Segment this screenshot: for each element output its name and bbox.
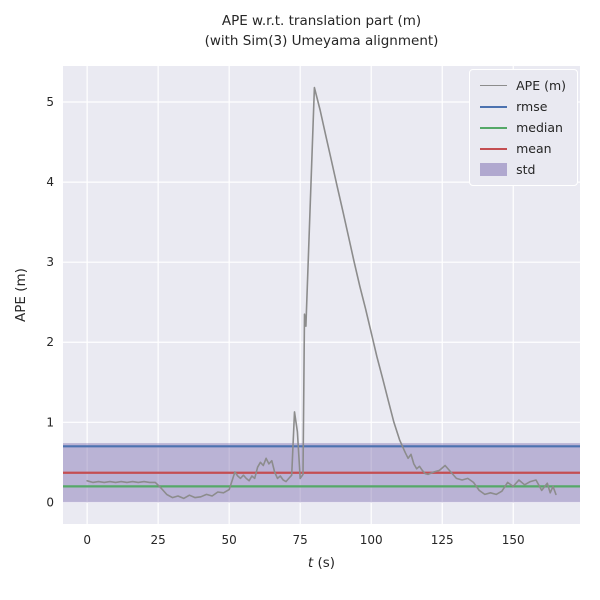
stat-lines: [63, 445, 580, 488]
y-axis-label: APE (m): [13, 268, 29, 322]
mean-line-swatch-icon: [480, 147, 508, 150]
ape-line: [86, 86, 557, 500]
svg-text:3: 3: [46, 255, 54, 269]
median-line-swatch-icon: [480, 126, 508, 129]
legend-label: std: [516, 162, 536, 177]
legend-label: APE (m): [516, 78, 566, 93]
x-axis-label-variable: t: [307, 555, 314, 571]
ape-series: [86, 86, 557, 500]
legend-label: rmse: [516, 99, 548, 114]
legend-label: mean: [516, 141, 552, 156]
legend-item-rmse: rmse: [480, 99, 566, 114]
svg-text:2: 2: [46, 335, 54, 349]
legend: APE (m) rmse median mean std: [469, 69, 578, 186]
svg-text:50: 50: [222, 533, 237, 547]
x-tick-labels: 0 25 50 75 100 125 150: [83, 533, 524, 547]
svg-text:75: 75: [293, 533, 308, 547]
svg-text:5: 5: [46, 95, 54, 109]
legend-item-ape: APE (m): [480, 78, 566, 93]
chart-title: APE w.r.t. translation part (m): [221, 13, 422, 29]
legend-item-std: std: [480, 162, 566, 177]
title-block: APE w.r.t. translation part (m) (with Si…: [63, 12, 580, 51]
svg-text:150: 150: [502, 533, 525, 547]
x-axis-label: t (s): [63, 555, 580, 571]
svg-text:100: 100: [360, 533, 383, 547]
svg-text:125: 125: [431, 533, 454, 547]
rmse-line-swatch-icon: [480, 105, 508, 108]
std-patch-swatch-icon: [480, 163, 508, 176]
svg-text:4: 4: [46, 175, 54, 189]
svg-text:25: 25: [151, 533, 166, 547]
svg-text:1: 1: [46, 415, 54, 429]
legend-item-median: median: [480, 120, 566, 135]
legend-item-mean: mean: [480, 141, 566, 156]
chart-subtitle: (with Sim(3) Umeyama alignment): [204, 32, 439, 49]
y-tick-labels: 0 1 2 3 4 5: [46, 95, 54, 509]
ape-line-swatch-icon: [480, 85, 508, 86]
x-axis-label-unit: (s): [313, 555, 336, 571]
svg-text:0: 0: [46, 495, 54, 509]
legend-label: median: [516, 120, 563, 135]
svg-text:0: 0: [83, 533, 91, 547]
